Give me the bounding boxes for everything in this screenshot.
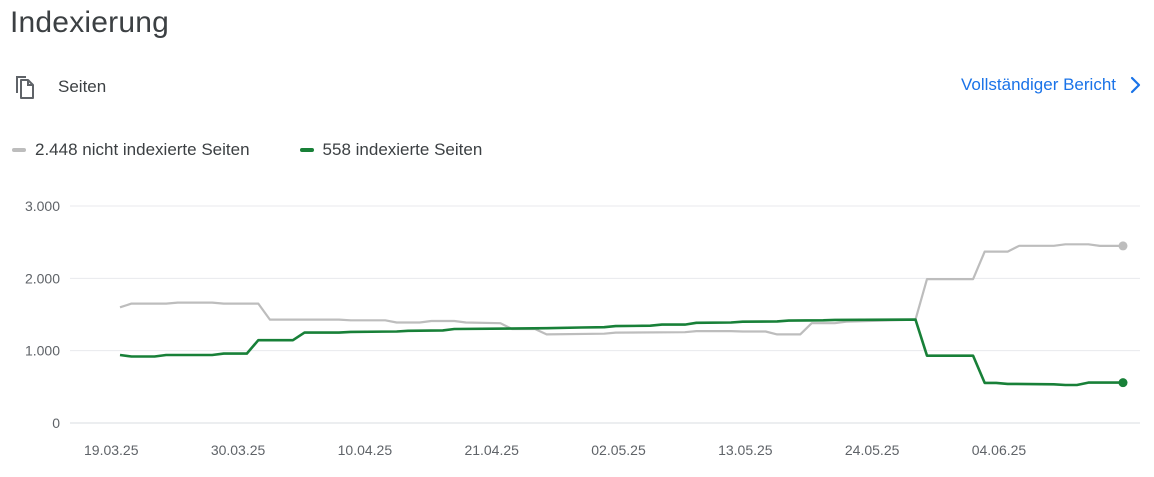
x-tick-label: 13.05.25 [718,442,773,458]
series-line-indexed [119,318,1123,387]
series-end-point-not-indexed[interactable] [1118,241,1128,251]
indexing-line-chart: 0 1.000 2.000 3.000 19.03.25 30.03.25 10.04.25… [25,198,1140,458]
section-header: Seiten [12,74,106,100]
x-tick-label: 04.06.25 [972,442,1027,458]
series-end-point-indexed[interactable] [1118,378,1128,388]
chart-legend: 2.448 nicht indexierte Seiten 558 indexi… [12,140,532,160]
chevron-right-icon[interactable] [1124,74,1146,96]
pages-icon [12,74,36,100]
legend-swatch-indexed [299,148,314,152]
y-tick-label: 2.000 [25,270,60,286]
y-tick-label: 1.000 [25,343,60,359]
x-tick-label: 21.04.25 [464,442,519,458]
series-line-not-indexed [119,243,1123,336]
x-tick-label: 24.05.25 [845,442,900,458]
legend-label-indexed: 558 indexierte Seiten [322,140,483,159]
x-tick-label: 02.05.25 [591,442,646,458]
legend-label-not-indexed: 2.448 nicht indexierte Seiten [35,140,250,159]
x-tick-label: 10.04.25 [338,442,393,458]
x-tick-label: 19.03.25 [84,442,139,458]
full-report-label[interactable]: Vollständiger Bericht [961,75,1116,94]
page-title: Indexierung [10,6,169,39]
legend-item-indexed[interactable]: 558 indexierte Seiten [299,140,483,160]
y-tick-label: 3.000 [25,198,60,214]
legend-swatch-not-indexed [12,148,26,152]
legend-item-not-indexed[interactable]: 2.448 nicht indexierte Seiten [12,140,250,160]
y-tick-label: 0 [52,415,60,431]
x-tick-label: 30.03.25 [211,442,266,458]
section-label: Seiten [58,77,107,96]
full-report-link[interactable]: Vollständiger Bericht [961,74,1146,96]
